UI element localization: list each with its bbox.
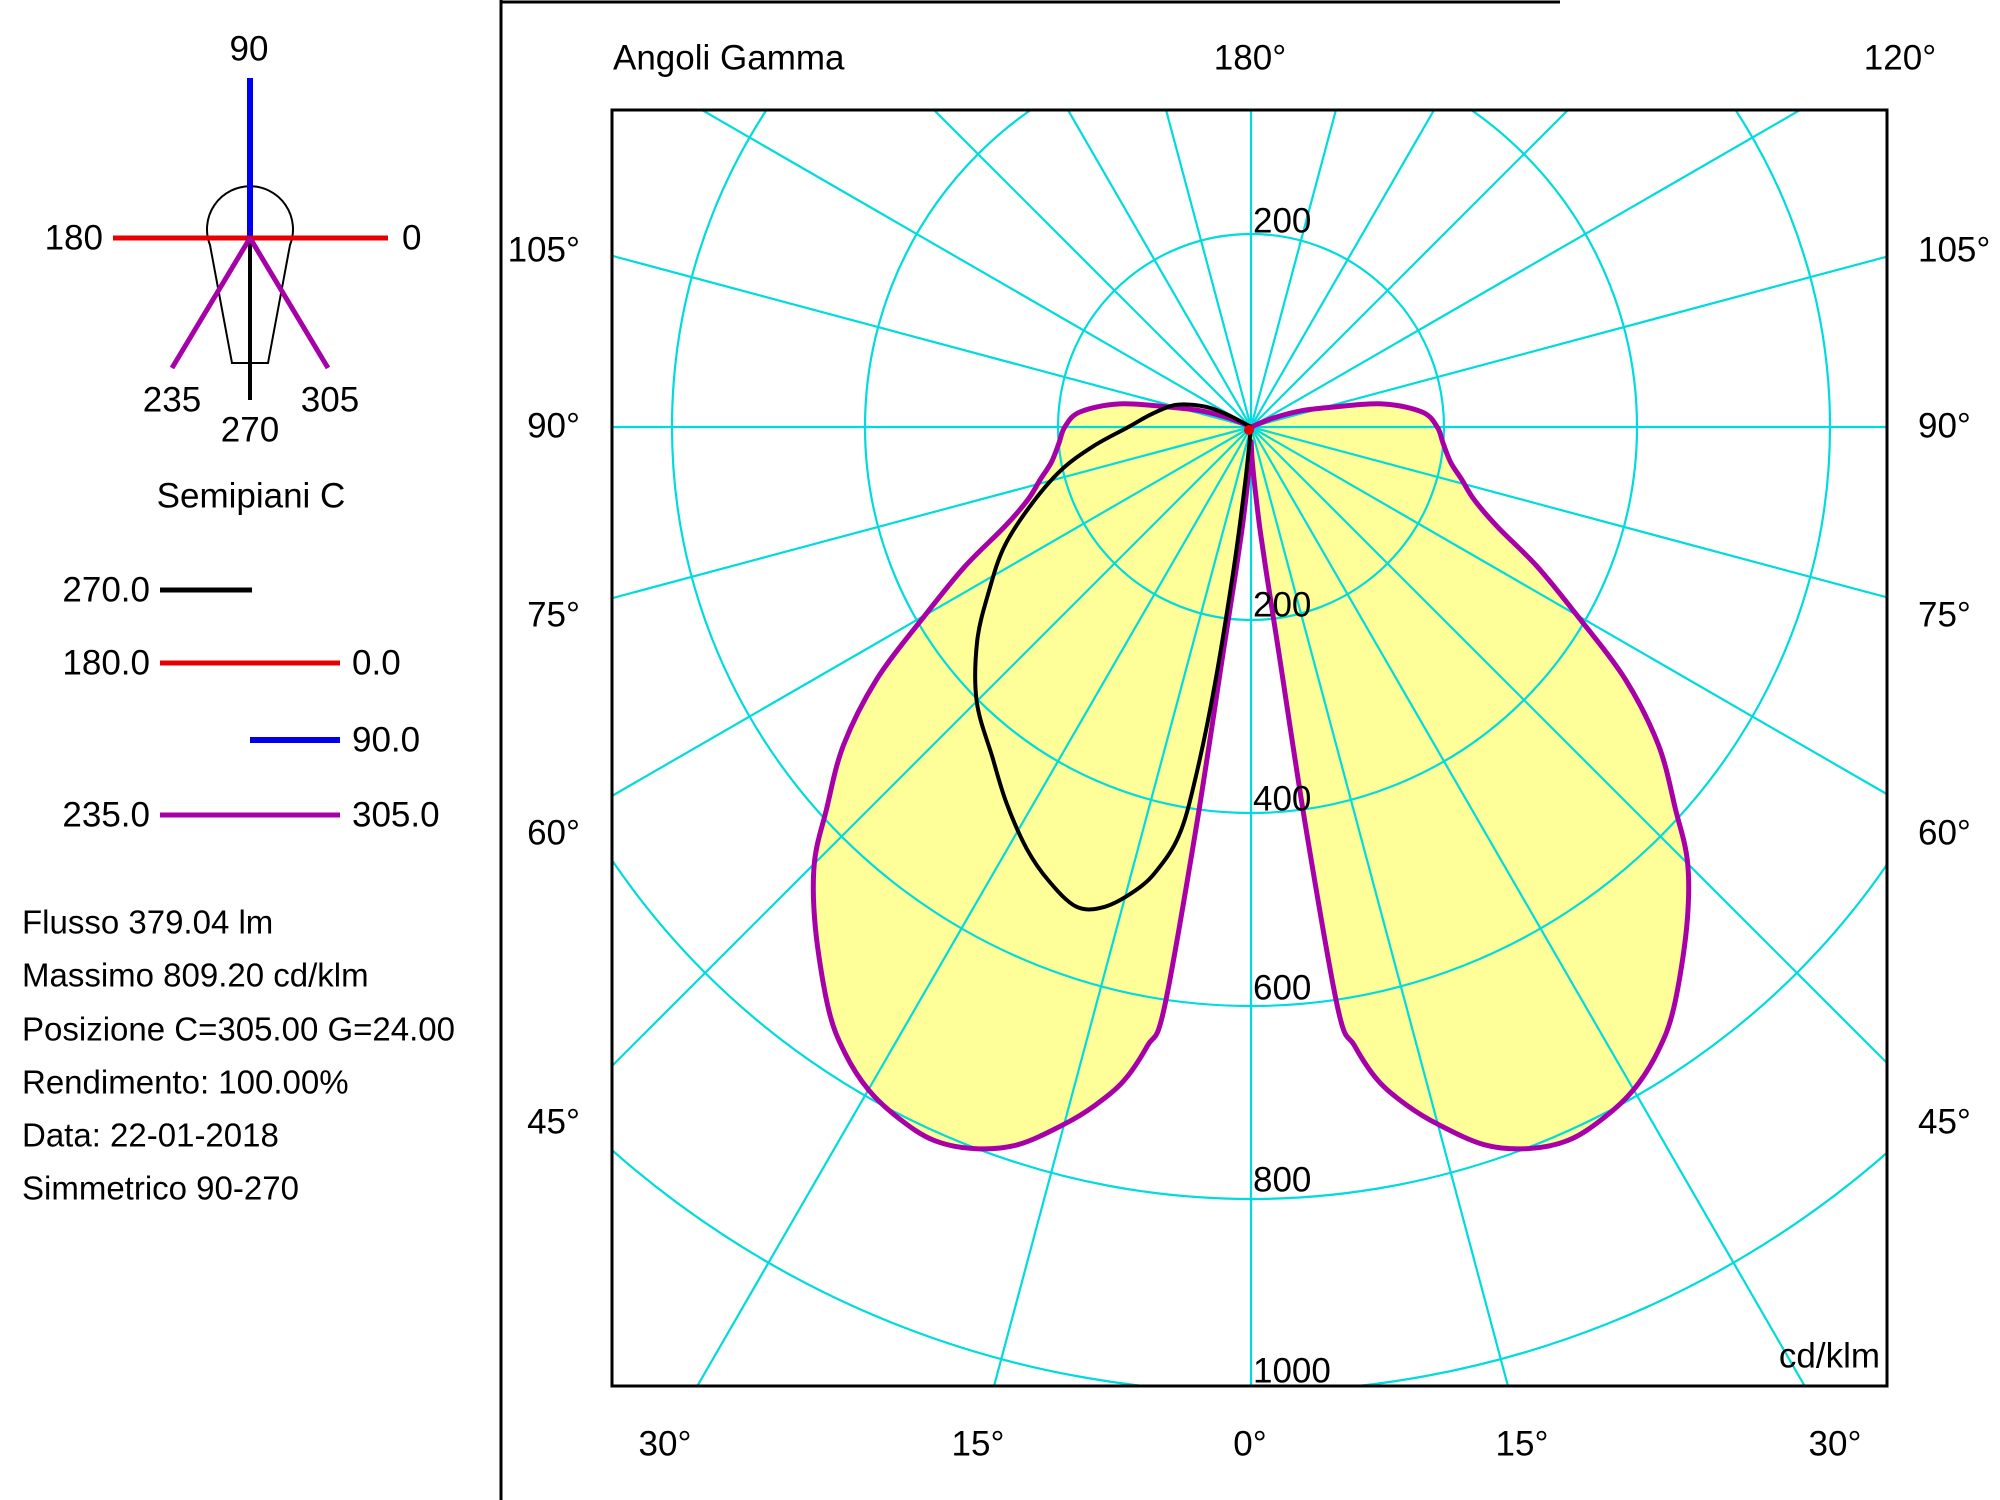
grid-ray-105 [1250,255,1887,429]
info-data: Data: 22-01-2018 [22,1116,279,1154]
unit-label: cd/klm [1778,1336,1880,1376]
gamma-label-bottom-15r: 15° [1495,1424,1549,1464]
gamma-label-left-90: 90° [527,406,580,446]
intensity-curve-c0-c180 [1244,425,1254,435]
grid-ray-135 [1250,110,1570,428]
radial-label-600: 600 [1253,968,1312,1008]
grid-ray-300 [612,426,1252,798]
gamma-label-top-120: 120° [1863,38,1937,78]
semipiani-caption: Semipiani C [156,476,346,516]
gamma-label-right-105: 105° [1918,230,1991,270]
lamp-axis-label-305: 305 [300,380,360,420]
lamp-axis-label-235: 235 [142,380,202,420]
legend-label-235: 235.0 [62,795,150,835]
gamma-label-left-105: 105° [507,230,580,270]
chart-frame [610,108,1889,1388]
gamma-label-bottom-30l: 30° [638,1424,692,1464]
gamma-label-bottom-0: 0° [1233,1424,1267,1464]
gamma-label-left-75: 75° [527,595,580,635]
grid-ray-45 [1250,426,1887,1065]
lamp-axis-label-180: 180 [44,218,103,258]
intensity-curve-c270 [973,402,1253,912]
lamp-orientation-diagram [113,78,388,400]
gamma-label-left-60: 60° [527,813,580,853]
lamp-axis-label-0: 0 [402,218,422,258]
gamma-label-right-75: 75° [1918,595,1971,635]
gamma-label-right-90: 90° [1918,406,1971,446]
chart-title: Angoli Gamma [613,38,845,78]
grid-ray-345 [992,426,1253,1386]
radial-label-400: 400 [1253,779,1312,819]
lamp-axis-label-270: 270 [220,410,280,450]
grid-ray-15 [1249,426,1510,1386]
info-massimo: Massimo 809.20 cd/klm [22,956,369,994]
gamma-label-left-45: 45° [527,1102,580,1142]
gamma-label-right-45: 45° [1918,1102,1971,1142]
legend-label-90: 90.0 [352,720,421,760]
radial-label-1000: 1000 [1253,1351,1331,1391]
lamp-bulb-outline [206,185,294,364]
grid-circle-800 [612,857,1887,1200]
legend-lines [160,587,340,818]
legend-label-305: 305.0 [352,795,440,835]
grid-ray-120 [1250,110,1803,428]
radial-label-200: 200 [1253,585,1312,625]
grid-ray-30 [1250,426,1806,1386]
grid-ray-60 [1250,426,1887,796]
grid-ray-285 [612,425,1252,600]
grid-ray-240 [699,110,1252,428]
gamma-label-bottom-15l: 15° [951,1424,1005,1464]
gamma-label-right-60: 60° [1918,813,1971,853]
grid-ray-330 [696,426,1252,1386]
grid-ray-150 [1250,110,1436,428]
legend-label-270: 270.0 [62,570,150,610]
info-flusso: Flusso 379.04 lm [22,903,274,941]
grid-ray-165 [1249,110,1338,428]
grid-ray-210 [1066,110,1252,428]
grid-ray-315 [612,426,1252,1068]
grid-ray-255 [612,254,1252,429]
lamp-axis-235-line [169,236,253,370]
grid-ray-225 [932,110,1252,428]
gamma-label-bottom-30r: 30° [1808,1424,1862,1464]
grid-ray-195 [1164,110,1253,428]
info-simmetrico: Simmetrico 90-270 [22,1169,299,1207]
legend-label-0: 0.0 [352,643,401,683]
radial-label-800: 800 [1253,1160,1312,1200]
gamma-label-top-180: 180° [1213,38,1287,78]
intensity-curve-c305-c235 [810,401,1692,1152]
grid-ray-75 [1250,425,1887,599]
radial-label-200-top: 200 [1253,201,1312,241]
lamp-axis-label-90: 90 [229,29,269,69]
legend-label-180: 180.0 [62,643,150,683]
info-posizione: Posizione C=305.00 G=24.00 [22,1010,455,1048]
lamp-axis-305-line [247,236,331,370]
info-rendimento: Rendimento: 100.00% [22,1063,349,1101]
